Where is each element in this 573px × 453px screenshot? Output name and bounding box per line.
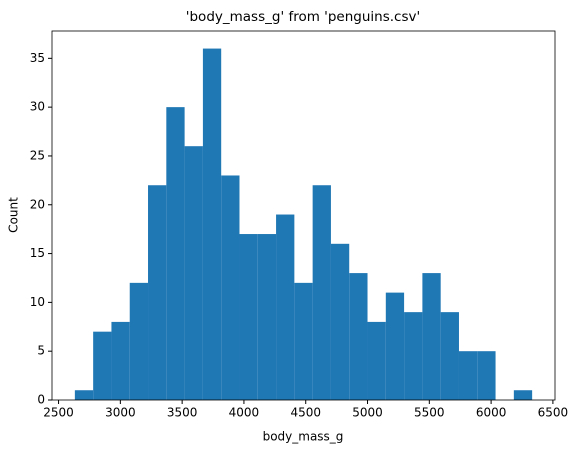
y-axis-label: Count [7, 197, 21, 233]
bar [74, 390, 94, 400]
y-tick-label: 5 [37, 344, 45, 358]
bar [202, 48, 222, 400]
bar [166, 107, 185, 401]
bar [239, 234, 258, 400]
bar [422, 273, 441, 400]
bar [257, 234, 277, 400]
x-tick-label: 4000 [229, 406, 260, 420]
bar [184, 146, 203, 400]
bar [93, 331, 112, 400]
y-tick-label: 15 [30, 246, 45, 260]
y-tick-label: 30 [30, 100, 45, 114]
bar [440, 312, 459, 400]
bar [221, 175, 240, 400]
bar [404, 312, 423, 400]
bar [385, 292, 405, 400]
x-tick-label: 3000 [105, 406, 136, 420]
bar [458, 351, 478, 400]
bar [111, 321, 130, 400]
x-tick-label: 3500 [167, 406, 198, 420]
y-tick-label: 35 [30, 51, 45, 65]
x-tick-label: 5000 [352, 406, 383, 420]
y-tick-label: 10 [30, 295, 45, 309]
bar [148, 185, 167, 400]
x-tick-label: 4500 [290, 406, 321, 420]
y-tick-label: 20 [30, 197, 45, 211]
x-tick-label: 6000 [476, 406, 507, 420]
chart-title: 'body_mass_g' from 'penguins.csv' [186, 9, 420, 25]
bar [477, 351, 496, 400]
bar [276, 214, 295, 400]
bar [349, 273, 368, 400]
bar [367, 321, 386, 400]
bar [294, 282, 313, 400]
x-tick-label: 5500 [414, 406, 445, 420]
y-tick-label: 25 [30, 148, 45, 162]
x-axis-label: body_mass_g [263, 430, 344, 444]
plot-frame [51, 30, 556, 401]
bar [129, 282, 149, 400]
x-tick-label: 2500 [43, 406, 74, 420]
x-tick-label: 6500 [538, 406, 569, 420]
y-tick-label: 0 [37, 393, 45, 407]
bar [312, 185, 331, 400]
bar [330, 243, 350, 400]
bar [513, 390, 533, 400]
